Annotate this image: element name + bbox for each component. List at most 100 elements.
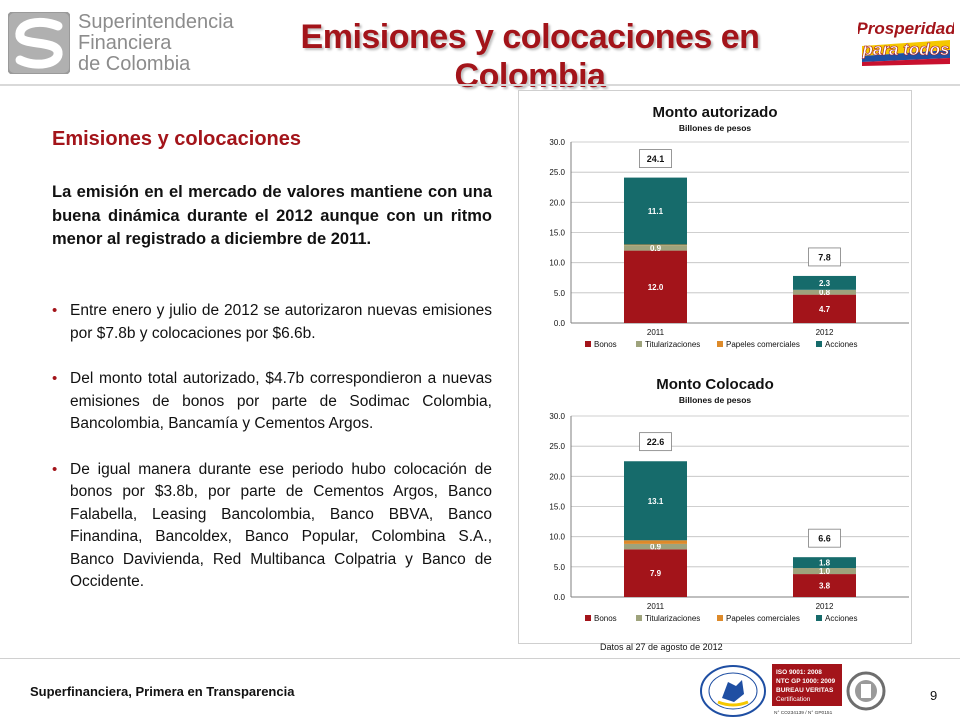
bar-segment-acciones bbox=[624, 461, 687, 541]
bar-value-label: 1.8 bbox=[819, 559, 831, 568]
legend-label: Acciones bbox=[825, 614, 857, 623]
legend-swatch-acciones bbox=[816, 615, 822, 621]
x-tick-label: 2011 bbox=[647, 328, 665, 337]
superfinanciera-emblem-icon bbox=[8, 12, 70, 74]
y-tick-label: 30.0 bbox=[549, 412, 565, 421]
bar-value-label: 7.9 bbox=[650, 569, 662, 578]
x-tick-label: 2012 bbox=[816, 328, 834, 337]
legend-swatch-papeles bbox=[717, 341, 723, 347]
total-label-box bbox=[808, 247, 841, 267]
legend-label: Papeles comerciales bbox=[726, 340, 800, 349]
bar-segment-acciones bbox=[793, 275, 856, 290]
cert-line-1: ISO 9001: 2008 bbox=[776, 669, 822, 676]
y-tick-label: 30.0 bbox=[549, 138, 565, 147]
bar-value-label: 0.9 bbox=[650, 543, 662, 552]
bar-value-label: 13.1 bbox=[648, 497, 664, 506]
bullet-dot-icon: • bbox=[52, 370, 58, 387]
page-title: Emisiones y colocaciones en Colombia bbox=[300, 18, 760, 95]
bullet-text: De igual manera durante ese periodo hubo… bbox=[70, 460, 492, 591]
legend-label: Bonos bbox=[594, 340, 617, 349]
bar-value-label: 11.1 bbox=[648, 207, 664, 216]
bar-segment-titularizaciones bbox=[793, 568, 856, 575]
bullet-text: Entre enero y julio de 2012 se autorizar… bbox=[70, 302, 492, 342]
total-label: 7.8 bbox=[818, 252, 831, 262]
legend-label: Bonos bbox=[594, 614, 617, 623]
bar-value-label: 2.3 bbox=[819, 279, 831, 288]
prosperidad-para-todos-logo: Prosperidad para todos bbox=[858, 19, 954, 66]
bar-segment-bonos bbox=[624, 549, 687, 597]
total-label: 22.6 bbox=[647, 437, 665, 447]
bar-segment-acciones bbox=[624, 177, 687, 245]
y-tick-label: 20.0 bbox=[549, 472, 565, 481]
y-tick-label: 15.0 bbox=[549, 503, 565, 512]
total-label: 24.1 bbox=[647, 154, 665, 164]
government-seal-icon bbox=[700, 665, 766, 717]
legend-label: Papeles comerciales bbox=[726, 614, 800, 623]
total-label-box bbox=[808, 528, 841, 548]
legend-label: Acciones bbox=[825, 340, 857, 349]
bar-value-label: 0.9 bbox=[650, 244, 662, 253]
chart-subtitle: Billones de pesos bbox=[679, 395, 752, 405]
bar-segment-acciones bbox=[793, 557, 856, 569]
legend-swatch-papeles bbox=[717, 615, 723, 621]
para-todos-text: para todos bbox=[862, 40, 950, 59]
y-tick-label: 15.0 bbox=[549, 229, 565, 238]
logo-line-3: de Colombia bbox=[78, 53, 191, 75]
section-title: Emisiones y colocaciones bbox=[52, 128, 301, 150]
bar-segment-bonos bbox=[793, 294, 856, 323]
total-label-box bbox=[639, 432, 672, 452]
bullet-dot-icon: • bbox=[52, 460, 58, 478]
y-tick-label: 10.0 bbox=[549, 259, 565, 268]
bureau-veritas-seal-icon bbox=[846, 671, 886, 711]
logo-line-1: Superintendencia bbox=[78, 11, 234, 33]
bullet-dot-icon: • bbox=[52, 302, 58, 319]
y-tick-label: 20.0 bbox=[549, 198, 565, 207]
x-tick-label: 2012 bbox=[816, 602, 834, 611]
cert-numbers: N° CO234139 / N° GP0151 bbox=[774, 710, 833, 716]
chart-title: Monto autorizado bbox=[653, 104, 778, 121]
cert-line-2: NTC GP 1000: 2009 bbox=[776, 678, 836, 685]
legend-swatch-bonos bbox=[585, 615, 591, 621]
bullet-list: • Entre enero y julio de 2012 se autoriza… bbox=[52, 300, 492, 617]
bar-segment-titularizaciones bbox=[793, 289, 856, 295]
bullet-item: • Entre enero y julio de 2012 se autoriza… bbox=[52, 300, 492, 345]
charts-svg: Monto autorizado Billones de pesos 0.0 5.0 1… bbox=[549, 104, 909, 623]
bar-value-label: 4.7 bbox=[819, 305, 831, 314]
superfinanciera-logo: Superintendencia Financiera de Colombia bbox=[8, 8, 234, 78]
charts-panel: Monto autorizado Billones de pesos 0.0 5.0 1… bbox=[518, 90, 912, 644]
y-tick-label: 5.0 bbox=[554, 289, 566, 298]
bullet-text: Del monto total autorizado, $4.7b corres… bbox=[70, 370, 492, 432]
prosperidad-text: Prosperidad bbox=[858, 19, 954, 38]
bar-segment-papeles bbox=[624, 244, 687, 246]
legend-swatch-titularizaciones bbox=[636, 341, 642, 347]
page-number: 9 bbox=[930, 688, 938, 703]
legend-swatch-bonos bbox=[585, 341, 591, 347]
chart-title: Monto Colocado bbox=[656, 376, 773, 393]
legend-swatch-acciones bbox=[816, 341, 822, 347]
bar-value-label: 12.0 bbox=[648, 283, 664, 292]
bar-value-label: 0.8 bbox=[819, 288, 831, 297]
cert-line-3: BUREAU VERITAS bbox=[776, 687, 834, 694]
iso-certification-badge: ISO 9001: 2008 NTC GP 1000: 2009 BUREAU … bbox=[772, 664, 842, 716]
y-tick-label: 25.0 bbox=[549, 168, 565, 177]
y-tick-label: 5.0 bbox=[554, 563, 566, 572]
y-tick-label: 25.0 bbox=[549, 442, 565, 451]
footer-divider bbox=[0, 658, 960, 659]
chart-subtitle: Billones de pesos bbox=[679, 123, 752, 133]
x-tick-label: 2011 bbox=[647, 602, 665, 611]
total-label: 6.6 bbox=[818, 534, 831, 544]
bar-value-label: 1.0 bbox=[819, 567, 831, 576]
total-label-box bbox=[639, 149, 672, 168]
bullet-item: • Del monto total autorizado, $4.7b corre… bbox=[52, 368, 492, 436]
bar-segment-papeles bbox=[624, 540, 687, 544]
cert-line-4: Certification bbox=[776, 696, 811, 703]
legend-label: Titularizaciones bbox=[645, 340, 700, 349]
bullet-item: • De igual manera durante ese periodo hub… bbox=[52, 459, 492, 594]
footer-tagline: Superfinanciera, Primera en Transparenci… bbox=[30, 684, 295, 699]
y-tick-label: 0.0 bbox=[554, 593, 566, 602]
bar-segment-bonos bbox=[624, 250, 687, 323]
y-tick-label: 0.0 bbox=[554, 319, 566, 328]
legend-label: Titularizaciones bbox=[645, 614, 700, 623]
y-tick-label: 10.0 bbox=[549, 533, 565, 542]
legend-swatch-titularizaciones bbox=[636, 615, 642, 621]
